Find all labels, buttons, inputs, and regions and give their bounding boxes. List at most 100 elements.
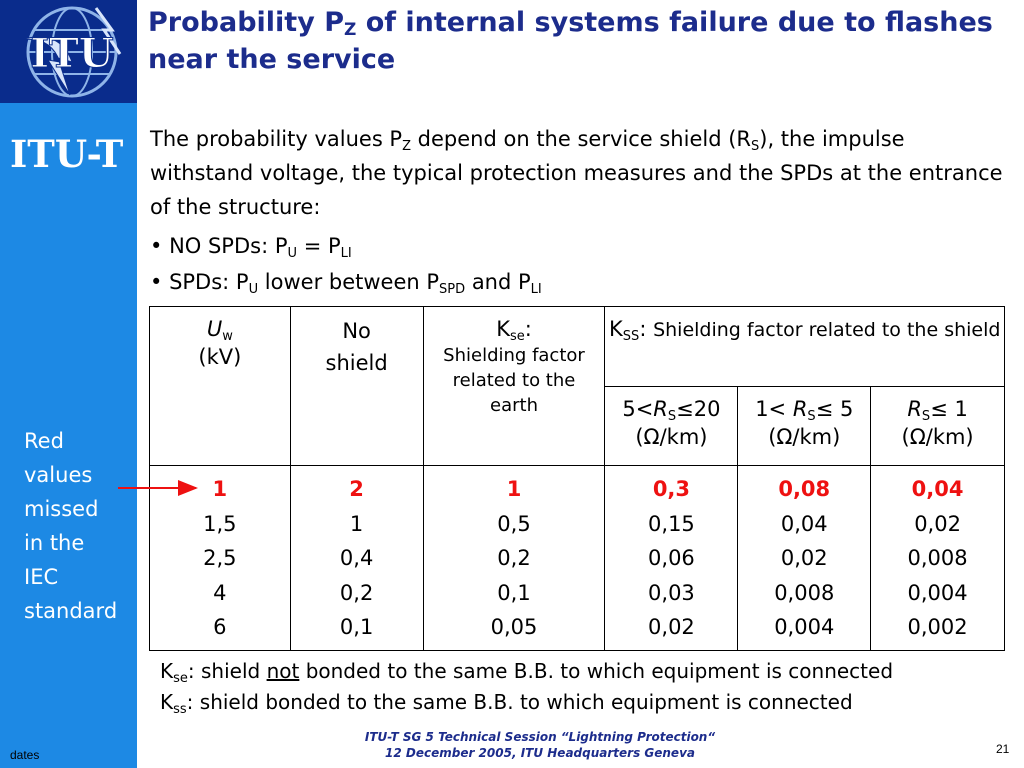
fn-text: : shield xyxy=(187,659,267,683)
bullet-mark: • xyxy=(150,270,163,294)
footer: ITU-T SG 5 Technical Session “Lightning … xyxy=(300,729,780,761)
table-cell: 0,04 0,02 0,008 0,004 0,002 xyxy=(870,465,1005,651)
rs-unit: (Ω/km) xyxy=(768,425,841,449)
side-note-line: in the xyxy=(24,531,85,555)
sidebar xyxy=(0,0,137,768)
kss-desc: Shielding factor related to the shield xyxy=(653,319,1001,341)
title-sub: Z xyxy=(344,20,357,40)
bullet-mark: • xyxy=(150,234,163,258)
cell-value: 0,2 xyxy=(497,546,531,570)
kse-symbol: K xyxy=(496,317,510,341)
side-note: Red values missed in the IEC standard xyxy=(24,424,136,628)
fn-text: : shield bonded to the same B.B. to whic… xyxy=(186,690,853,714)
probability-table: Uw (kV) No shield Kse: Shielding factor … xyxy=(149,306,1005,651)
intro-text: ), the impulse withstand voltage, the ty… xyxy=(150,127,1003,219)
bullet-sub: SPD xyxy=(439,282,466,297)
rs-symbol: R xyxy=(653,397,668,421)
cell-value: 0,15 xyxy=(648,511,695,536)
title-part2: of internal systems failure due to flash… xyxy=(148,7,993,75)
footnotes: Kse: shield not bonded to the same B.B. … xyxy=(160,656,1020,718)
no-shield-label: No shield xyxy=(325,319,388,375)
page-number: 21 xyxy=(996,742,1010,756)
brand-label: ITU-T xyxy=(10,132,124,176)
cell-value: 0,04 xyxy=(780,511,828,536)
side-note-line: IEC xyxy=(24,565,59,589)
table-cell: 1 0,5 0,2 0,1 0,05 xyxy=(422,465,606,651)
bullet-item: • NO SPDs: PU = PLI xyxy=(150,228,1010,264)
intro-text: depend on the service shield (R xyxy=(411,127,751,151)
cell-value: 0,4 xyxy=(339,546,374,570)
highlight-value: 0,08 xyxy=(778,477,831,501)
bullet-sub: U xyxy=(287,246,298,261)
uw-symbol: U xyxy=(206,317,223,341)
fn-sub: se xyxy=(173,671,188,686)
rs-pre: 1< xyxy=(755,397,793,421)
bullet-text: = P xyxy=(297,234,341,258)
header-kss: KSS: Shielding factor related to the shi… xyxy=(604,306,1005,387)
fn-underlined: not xyxy=(266,659,300,683)
itu-logo: ITU xyxy=(0,0,137,103)
table-subheader-row: 5<RS≤20 (Ω/km) 1< RS≤ 5 (Ω/km) RS≤ 1 (Ω/… xyxy=(150,386,1005,466)
fn-symbol: K xyxy=(160,690,174,714)
bullet-text: and P xyxy=(465,270,531,294)
rs-post: ≤20 xyxy=(676,397,721,421)
title-part1: Probability P xyxy=(148,7,344,38)
cell-value: 0,02 xyxy=(914,511,961,536)
header-rs-1: RS≤ 1 (Ω/km) xyxy=(870,386,1005,466)
rs-symbol: R xyxy=(792,397,808,421)
cell-value: 0,2 xyxy=(339,580,374,605)
fn-sub: ss xyxy=(173,702,187,717)
rs-sub: S xyxy=(807,409,816,424)
cell-value: 4 xyxy=(213,580,227,605)
header-kse: Kse: Shielding factor related to the ear… xyxy=(422,306,606,466)
cell-value: 0,05 xyxy=(490,615,538,639)
rs-post: ≤ 1 xyxy=(930,397,968,421)
highlight-value: 0,3 xyxy=(652,477,691,501)
header-rs-1-5: 1< RS≤ 5 (Ω/km) xyxy=(737,386,872,466)
rs-post: ≤ 5 xyxy=(815,397,854,421)
cell-value: 0,004 xyxy=(774,615,835,639)
rs-pre: 5< xyxy=(622,397,654,421)
bullet-list: • NO SPDs: PU = PLI • SPDs: PU lower bet… xyxy=(150,228,1010,300)
bullet-sub: LI xyxy=(340,246,352,261)
uw-unit: (kV) xyxy=(198,345,242,369)
cell-value: 0,004 xyxy=(907,580,968,605)
rs-unit: (Ω/km) xyxy=(635,425,708,449)
table-row: 1 1,5 2,5 4 6 2 1 0,4 0,2 0,1 1 0,5 0,2 0,1 0,05 0,3… xyxy=(149,465,1005,651)
cell-value: 0,06 xyxy=(648,546,695,570)
intro-sub: Z xyxy=(402,139,411,154)
cell-value: 0,5 xyxy=(497,511,531,536)
bullet-item: • SPDs: PU lower between PSPD and PLI xyxy=(150,264,1010,300)
cell-value: 0,002 xyxy=(907,615,968,639)
uw-sub: w xyxy=(222,329,233,344)
table-header-row: Uw (kV) No shield Kse: Shielding factor … xyxy=(149,306,1005,466)
cell-value: 1 xyxy=(349,511,364,536)
cell-value: 0,008 xyxy=(907,546,968,570)
rs-sub: S xyxy=(667,409,677,424)
footnote-kse: Kse: shield not bonded to the same B.B. … xyxy=(160,656,1020,687)
fn-text: bonded to the same B.B. to which equipme… xyxy=(299,659,894,683)
kse-sub: se xyxy=(509,329,525,344)
cell-value: 0,008 xyxy=(774,580,835,605)
intro-paragraph: The probability values PZ depend on the … xyxy=(150,122,1010,224)
rs-sub: S xyxy=(921,409,931,424)
table-cell: 0,08 0,04 0,02 0,008 0,004 xyxy=(737,465,872,651)
fn-symbol: K xyxy=(160,659,174,683)
footnote-kss: Kss: shield bonded to the same B.B. to w… xyxy=(160,687,1020,718)
header-no-shield: No shield xyxy=(289,306,424,466)
side-note-line: standard xyxy=(24,599,118,623)
dates-label: dates xyxy=(10,748,40,762)
table-cell: 0,3 0,15 0,06 0,03 0,02 xyxy=(604,465,739,651)
cell-value: 0,02 xyxy=(780,546,828,570)
itu-globe-icon: ITU xyxy=(19,6,122,98)
slide-title: Probability PZ of internal systems failu… xyxy=(148,4,1018,78)
cell-value: 2,5 xyxy=(203,546,237,570)
kss-symbol: K xyxy=(609,317,623,341)
cell-value: 0,1 xyxy=(497,580,531,605)
cell-value: 0,02 xyxy=(648,615,695,639)
bullet-text: lower between P xyxy=(258,270,440,294)
cell-value: 1,5 xyxy=(203,511,237,536)
kss-colon: : xyxy=(639,317,647,341)
logo-text: ITU xyxy=(30,30,113,77)
highlight-value: 2 xyxy=(349,477,364,501)
